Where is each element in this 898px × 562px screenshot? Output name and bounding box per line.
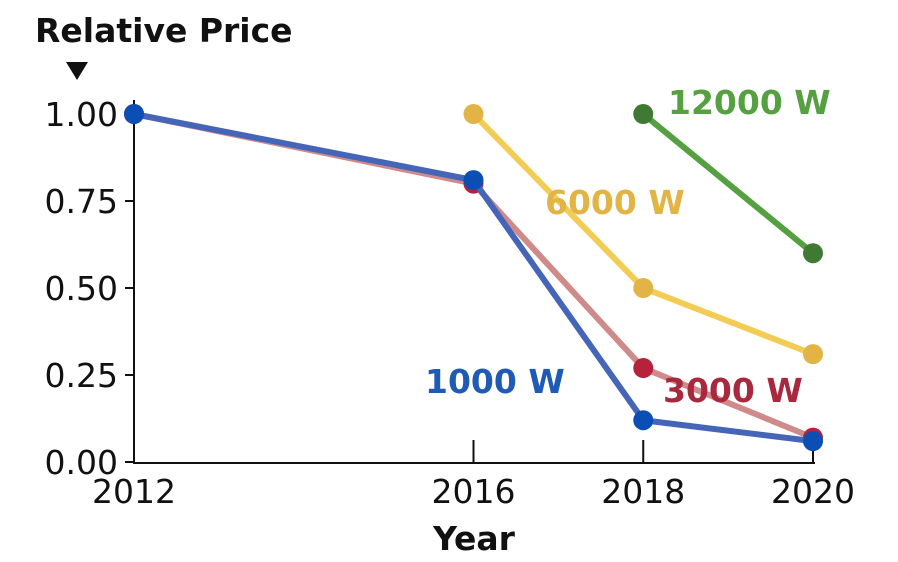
y-tick-label: 0.75	[45, 182, 118, 221]
series-label-1000w: 1000 W	[425, 362, 565, 401]
series-label-3000w: 3000 W	[663, 371, 803, 410]
data-point	[803, 243, 823, 264]
series-line	[641, 111, 815, 256]
data-point	[633, 358, 654, 379]
x-tick-label: 2012	[92, 472, 176, 511]
data-point	[633, 278, 654, 298]
y-tick-label: 0.50	[45, 269, 118, 308]
data-point	[463, 170, 484, 191]
data-point	[803, 344, 823, 365]
series-1000w	[124, 104, 823, 452]
series-12000w	[633, 104, 823, 264]
y-tick-label: 0.00	[45, 443, 118, 482]
data-point	[124, 104, 144, 124]
data-point	[633, 410, 654, 431]
x-tick-label: 2018	[601, 472, 685, 511]
chart-title: Relative Price	[35, 11, 293, 50]
data-point	[633, 104, 654, 124]
series-6000w	[463, 104, 823, 365]
series-label-6000w: 6000 W	[545, 183, 685, 222]
x-axis-title: Year	[432, 519, 516, 558]
y-tick-label: 0.25	[45, 356, 118, 395]
x-tick-label: 2016	[432, 472, 516, 511]
y-tick-label: 1.00	[45, 95, 118, 134]
y-axis-arrow-icon	[66, 62, 88, 80]
series-line	[471, 111, 815, 357]
x-tick-label: 2020	[771, 472, 855, 511]
series-line	[133, 111, 814, 445]
data-point	[463, 104, 484, 124]
data-point	[803, 431, 823, 452]
series-label-12000w: 12000 W	[668, 83, 831, 122]
